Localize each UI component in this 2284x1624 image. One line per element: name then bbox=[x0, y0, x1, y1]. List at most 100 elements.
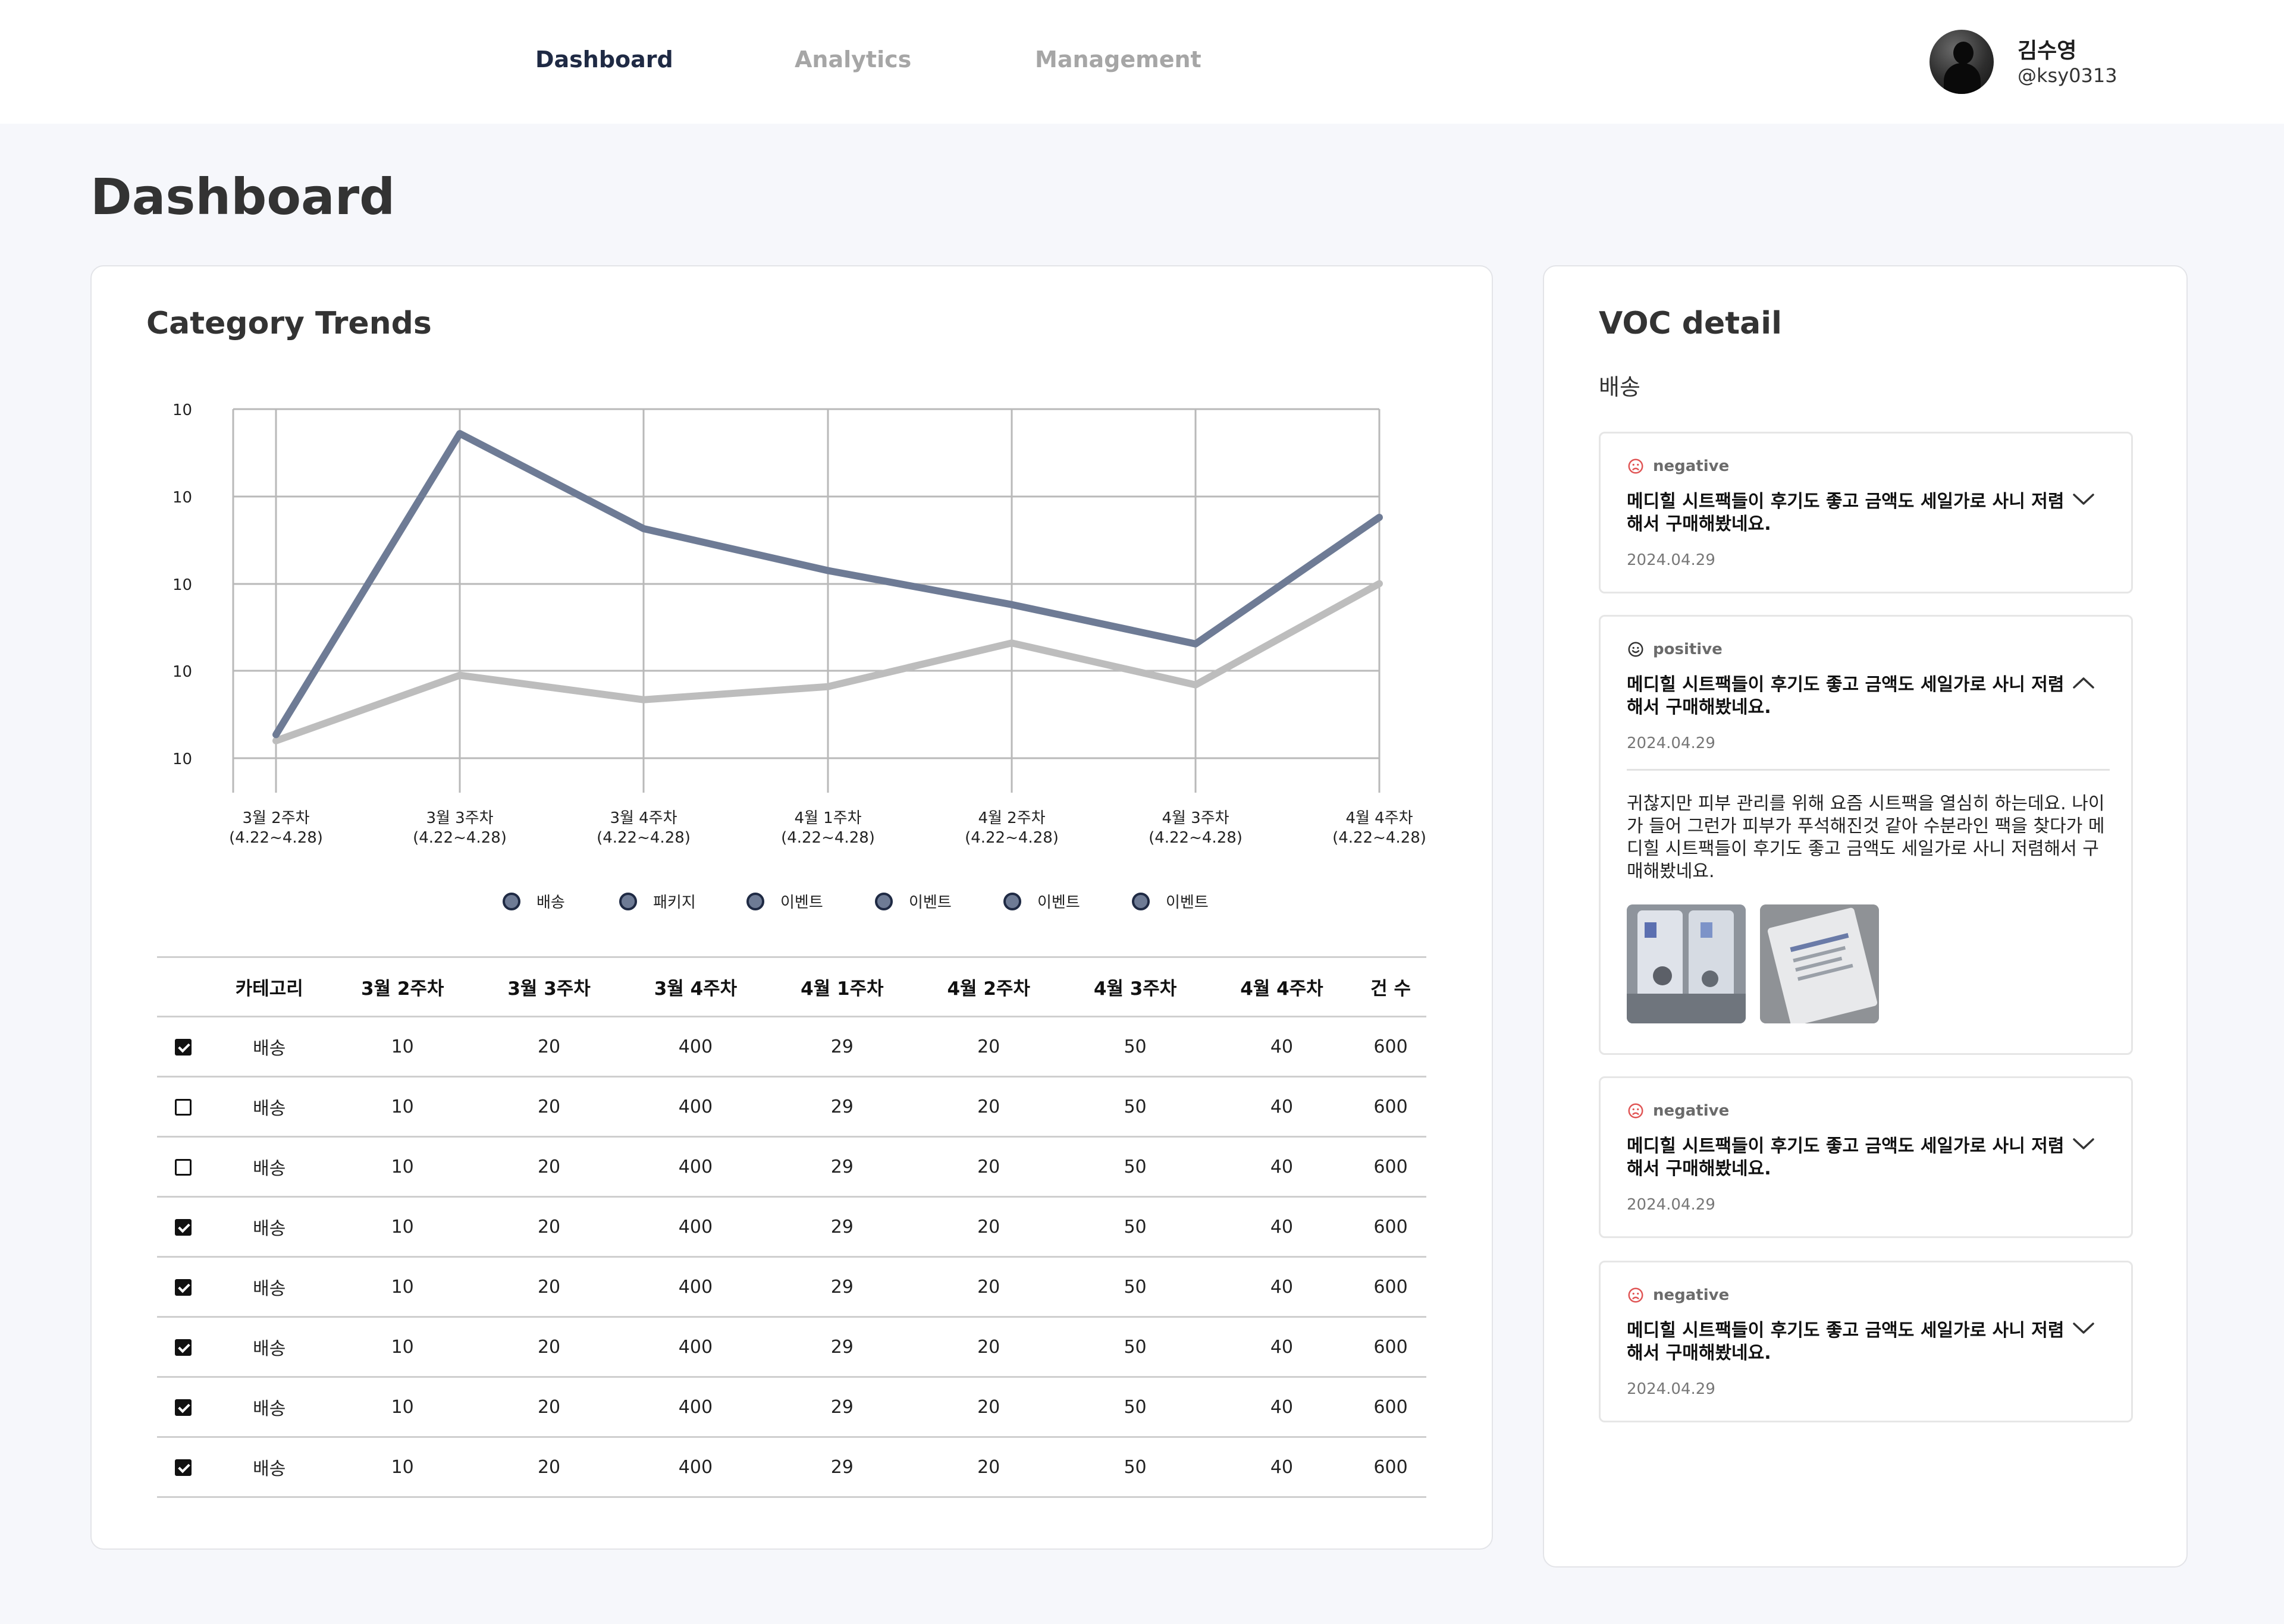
value-cell: 20 bbox=[915, 1016, 1062, 1078]
value-cell: 400 bbox=[622, 1317, 769, 1378]
voc-item[interactable]: negative 메디힐 시트팩들이 후기도 좋고 금액도 세일가로 사니 저렴… bbox=[1599, 1076, 2133, 1238]
value-cell: 600 bbox=[1355, 1257, 1426, 1318]
voc-item[interactable]: negative 메디힐 시트팩들이 후기도 좋고 금액도 세일가로 사니 저렴… bbox=[1599, 1261, 2133, 1422]
legend-marker bbox=[875, 893, 893, 910]
value-cell: 10 bbox=[329, 1136, 476, 1198]
chevron-down-icon[interactable] bbox=[2072, 1136, 2095, 1152]
voc-item-date: 2024.04.29 bbox=[1627, 1380, 1715, 1398]
table-header-cell: 4월 3주차 bbox=[1062, 956, 1209, 1017]
x-tick-label: 3월 4주차 bbox=[610, 809, 677, 827]
value-cell: 50 bbox=[1062, 1377, 1209, 1438]
value-cell: 40 bbox=[1208, 1377, 1356, 1438]
smile-face-icon bbox=[1628, 642, 1643, 657]
table-body: 배송 10 20 400 29 20 50 40 600 배송 10 20 400 29 20 50 40 600… bbox=[157, 1016, 1426, 1498]
x-tick-label: (4.22~4.28) bbox=[597, 829, 691, 847]
value-cell: 600 bbox=[1355, 1076, 1426, 1138]
table-row: 배송 10 20 400 29 20 50 40 600 bbox=[157, 1076, 1426, 1138]
value-cell: 10 bbox=[329, 1377, 476, 1438]
voc-item-title: 메디힐 시트팩들이 후기도 좋고 금액도 세일가로 사니 저렴해서 구매해봤네요… bbox=[1627, 491, 2065, 535]
legend-marker bbox=[619, 893, 637, 910]
table-header-cell: 건 수 bbox=[1355, 956, 1426, 1017]
product-box-image bbox=[1760, 904, 1879, 1023]
review-photo-2[interactable] bbox=[1760, 904, 1879, 1023]
page-title: Dashboard bbox=[90, 168, 396, 226]
category-cell: 배송 bbox=[209, 1317, 330, 1378]
checkbox-checked[interactable] bbox=[175, 1339, 192, 1356]
legend-marker bbox=[746, 893, 764, 910]
voc-item[interactable]: negative 메디힐 시트팩들이 후기도 좋고 금액도 세일가로 사니 저렴… bbox=[1599, 432, 2133, 593]
voc-item-expanded[interactable]: positive 메디힐 시트팩들이 후기도 좋고 금액도 세일가로 사니 저렴… bbox=[1599, 615, 2133, 1055]
user-avatar[interactable] bbox=[1930, 30, 1994, 94]
x-tick-label: (4.22~4.28) bbox=[413, 829, 507, 847]
top-navigation-bar: Dashboard Analytics Management 김수영 @ksy0… bbox=[0, 0, 2284, 124]
x-tick-label: 3월 3주차 bbox=[426, 809, 493, 827]
checkbox-checked[interactable] bbox=[175, 1459, 192, 1476]
table-header-cell: 4월 4주차 bbox=[1208, 956, 1356, 1017]
value-cell: 10 bbox=[329, 1317, 476, 1378]
table-row: 배송 10 20 400 29 20 50 40 600 bbox=[157, 1317, 1426, 1378]
row-checkbox-cell bbox=[157, 1377, 209, 1438]
checkbox-checked[interactable] bbox=[175, 1279, 192, 1296]
table-row: 배송 10 20 400 29 20 50 40 600 bbox=[157, 1257, 1426, 1318]
y-tick-label: 10 bbox=[172, 401, 192, 419]
nav-tab-management[interactable]: Management bbox=[1035, 46, 1201, 73]
x-tick-label: 4월 1주차 bbox=[794, 809, 861, 827]
voc-sentiment: negative bbox=[1627, 1285, 1729, 1305]
value-cell: 29 bbox=[768, 1196, 915, 1258]
x-tick-label: (4.22~4.28) bbox=[781, 829, 875, 847]
value-cell: 20 bbox=[915, 1196, 1062, 1258]
value-cell: 40 bbox=[1208, 1016, 1356, 1078]
value-cell: 40 bbox=[1208, 1317, 1356, 1378]
sad-face-icon bbox=[1628, 458, 1643, 474]
checkbox-checked[interactable] bbox=[175, 1399, 192, 1416]
value-cell: 20 bbox=[915, 1317, 1062, 1378]
category-table: 카테고리 3월 2주차 3월 3주차 3월 4주차 4월 1주차 4월 2주차 4월 3주차… bbox=[157, 956, 1426, 1498]
checkbox-checked[interactable] bbox=[175, 1219, 192, 1236]
value-cell: 400 bbox=[622, 1437, 769, 1498]
review-photo-1[interactable] bbox=[1627, 904, 1746, 1023]
value-cell: 29 bbox=[768, 1377, 915, 1438]
table-header-cell bbox=[157, 956, 209, 1017]
chevron-down-icon[interactable] bbox=[2072, 1321, 2095, 1336]
category-cell: 배송 bbox=[209, 1076, 330, 1138]
table-header-cell: 3월 4주차 bbox=[622, 956, 769, 1017]
category-cell: 배송 bbox=[209, 1136, 330, 1198]
value-cell: 10 bbox=[329, 1016, 476, 1078]
checkbox-unchecked[interactable] bbox=[175, 1099, 192, 1116]
value-cell: 29 bbox=[768, 1016, 915, 1078]
value-cell: 20 bbox=[915, 1076, 1062, 1138]
y-tick-label: 10 bbox=[172, 663, 192, 681]
y-tick-label: 10 bbox=[172, 576, 192, 594]
sentiment-label: negative bbox=[1653, 457, 1730, 475]
voc-item-title: 메디힐 시트팩들이 후기도 좋고 금액도 세일가로 사니 저렴해서 구매해봤네요… bbox=[1627, 1320, 2065, 1364]
table-header-cell: 카테고리 bbox=[209, 956, 330, 1017]
value-cell: 20 bbox=[915, 1136, 1062, 1198]
checkbox-unchecked[interactable] bbox=[175, 1159, 192, 1176]
x-tick-label: 3월 2주차 bbox=[242, 809, 309, 827]
row-checkbox-cell bbox=[157, 1016, 209, 1078]
value-cell: 50 bbox=[1062, 1076, 1209, 1138]
table-header-cell: 3월 2주차 bbox=[329, 956, 476, 1017]
voc-category-label: 배송 bbox=[1599, 374, 1640, 400]
user-handle: @ksy0313 bbox=[2018, 64, 2117, 87]
x-tick-label: (4.22~4.28) bbox=[1332, 829, 1426, 847]
value-cell: 400 bbox=[622, 1196, 769, 1258]
value-cell: 600 bbox=[1355, 1437, 1426, 1498]
user-name: 김수영 bbox=[2018, 39, 2077, 63]
category-trends-title: Category Trends bbox=[146, 306, 432, 341]
row-checkbox-cell bbox=[157, 1437, 209, 1498]
chevron-down-icon[interactable] bbox=[2072, 492, 2095, 507]
category-cell: 배송 bbox=[209, 1377, 330, 1438]
value-cell: 29 bbox=[768, 1136, 915, 1198]
category-cell: 배송 bbox=[209, 1257, 330, 1318]
nav-tab-dashboard[interactable]: Dashboard bbox=[535, 46, 673, 73]
voc-item-body: 귀찮지만 피부 관리를 위해 요즘 시트팩을 열심히 하는데요. 나이가 들어 … bbox=[1627, 793, 2105, 882]
chevron-up-icon[interactable] bbox=[2072, 675, 2095, 690]
checkbox-checked[interactable] bbox=[175, 1039, 192, 1056]
legend-label: 이벤트 bbox=[1037, 894, 1080, 912]
nav-tab-analytics[interactable]: Analytics bbox=[795, 46, 912, 73]
value-cell: 20 bbox=[475, 1196, 623, 1258]
voc-detail-card: VOC detail 배송 negative 메디힐 시트팩들이 후기도 좋고 … bbox=[1543, 265, 2188, 1568]
x-tick-label: 4월 4주차 bbox=[1345, 809, 1413, 827]
